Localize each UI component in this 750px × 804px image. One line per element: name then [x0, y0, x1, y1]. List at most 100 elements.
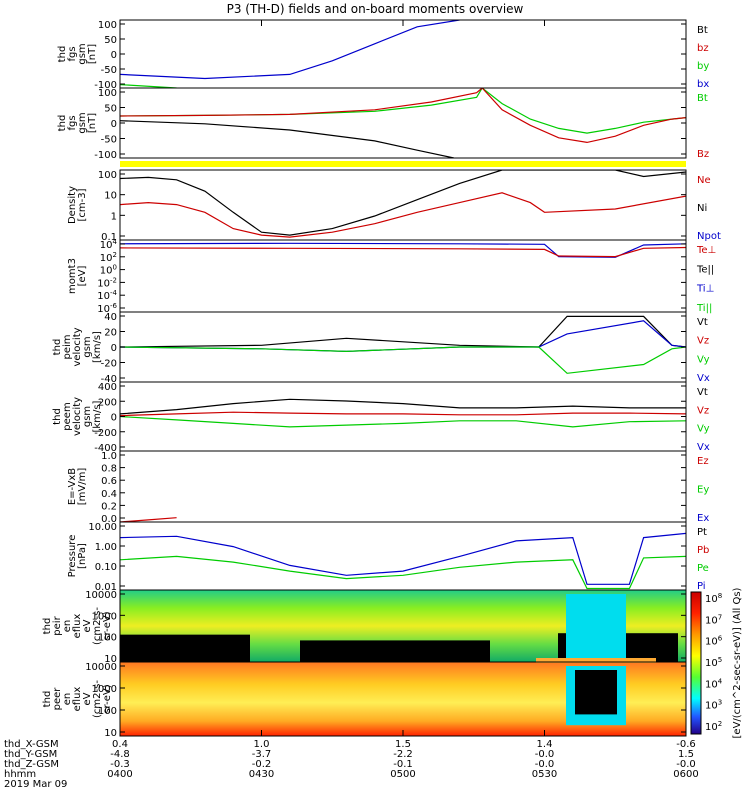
y-axis-label: (cm2-s- — [92, 680, 103, 718]
series-bz — [120, 88, 686, 144]
y-axis-label: peer — [52, 687, 63, 711]
legend-label: Ez — [697, 456, 709, 467]
y-axis-label: sr-eV) — [102, 611, 113, 640]
y-axis-label: thd — [42, 618, 53, 635]
legend-label: Bt — [697, 93, 708, 104]
legend-label: Vy — [697, 354, 710, 365]
panel-peir-en-eflux: thd peir en eflux eV (cm2-s-sr-eV) — [42, 589, 687, 663]
series-vt — [120, 398, 686, 415]
series-bx — [120, 20, 460, 80]
x-tick-label: -4.8 — [110, 749, 130, 760]
x-tick-label: -3.7 — [252, 749, 272, 760]
cyan-band — [566, 594, 626, 659]
series-ez — [120, 517, 177, 522]
x-tick-label: -0.6 — [676, 739, 696, 750]
legend-label: Vy — [697, 424, 710, 435]
x-tick-label: -2.2 — [393, 749, 413, 760]
panel-frame — [119, 381, 687, 452]
y-axis-label: [nPa] — [77, 543, 88, 569]
no-data-region — [120, 634, 250, 662]
x-tick-label: 1.5 — [395, 739, 411, 750]
legend-label: Vz — [697, 336, 709, 347]
x-row-label: thd_X-GSM — [4, 739, 59, 750]
colorbar-tick-label: 106 — [705, 635, 723, 648]
legend-label: Te⊥ — [696, 245, 716, 256]
panel-frame — [119, 19, 687, 89]
y-axis-label: [cm-3] — [77, 188, 88, 221]
y-axis-label: (cm2-s- — [92, 607, 103, 645]
panel-peim-velocity: thd peim velocity gsm [km/s] Vt Vz Vy Vx — [52, 311, 710, 384]
y-axis-label: [km/s] — [92, 400, 103, 432]
series-vy — [120, 346, 686, 374]
legend-label: Pt — [697, 527, 707, 538]
panel-moms-temp: momt3 [eV] Te⊥ Te|| Ti⊥ Ti|| — [67, 239, 716, 314]
panel-efield: E=-VxB [mV/m] Ez Ey Ex — [67, 450, 709, 524]
y-tick-label: 10-4 — [97, 289, 117, 302]
legend-label: Vt — [697, 387, 708, 398]
y-tick-label: -50 — [101, 65, 117, 76]
y-tick-label: 1.0 — [101, 451, 117, 462]
y-tick-label: 10000 — [85, 662, 117, 673]
panel-frame — [119, 450, 687, 523]
overlay-band — [536, 658, 656, 663]
y-axis-label: peir — [52, 615, 63, 635]
x-tick-label: -0.0 — [535, 749, 555, 760]
y-tick-label: 0.1 — [101, 232, 117, 243]
y-tick-label: 0.10 — [95, 562, 117, 573]
x-tick-label: -0.3 — [110, 759, 130, 770]
legend-label: Pb — [697, 545, 709, 556]
series-by — [120, 84, 177, 88]
y-tick-label: 1000 — [92, 611, 117, 622]
x-tick-label: 0430 — [249, 769, 274, 780]
y-axis-label: [km/s] — [92, 331, 103, 363]
panel-peer-en-eflux: thd peer en eflux eV (cm2-s-sr-eV) — [42, 658, 687, 737]
y-tick-label: 100 — [98, 88, 117, 99]
x-row-label: hhmm — [4, 769, 36, 780]
x-tick-label: 1.5 — [678, 749, 694, 760]
y-tick-label: 100 — [100, 264, 117, 277]
y-axis-label: thd — [57, 115, 68, 132]
legend-label: Ex — [697, 513, 709, 524]
legend-label: by — [697, 61, 709, 72]
legend-label: Vz — [697, 405, 709, 416]
y-tick-label: 100 — [98, 706, 117, 717]
panel-fgs-gsm: thd fgs gsm [nT] Bt bz by bx — [57, 19, 709, 90]
status-bar — [120, 161, 686, 167]
legend-label: bx — [697, 79, 709, 90]
y-tick-label: -100 — [94, 80, 117, 91]
x-tick-label: 0530 — [532, 769, 557, 780]
y-axis-label: [mV/m] — [77, 468, 88, 506]
legend-label: Bz — [697, 149, 709, 160]
legend-label: Bt — [697, 25, 708, 36]
x-row-label: 2019 Mar 09 — [4, 779, 67, 790]
y-axis-label: momt3 — [67, 258, 78, 294]
colorbar-label: [eV/(cm^2-sec-sr-eV)] (All Qs) — [732, 587, 743, 738]
legend-label: Ey — [697, 485, 709, 496]
y-tick-label: 0.01 — [95, 582, 117, 593]
legend-label: Ni — [697, 203, 707, 214]
x-row-label: thd_Y-GSM — [4, 749, 57, 760]
y-tick-label: 10 — [104, 654, 117, 665]
legend-label: Pe — [697, 563, 709, 574]
y-axis-label: gsm — [82, 336, 93, 357]
legend-label: Te|| — [696, 264, 714, 275]
y-tick-label: 20 — [104, 328, 117, 339]
y-tick-label: -20 — [101, 359, 117, 370]
y-axis-label: fgs — [67, 115, 78, 130]
y-axis-label: thd — [42, 691, 53, 708]
y-tick-label: 40 — [104, 312, 117, 323]
y-tick-label: 102 — [100, 251, 117, 264]
y-tick-label: 104 — [100, 238, 118, 251]
y-tick-label: -50 — [101, 135, 117, 146]
x-tick-label: 0.4 — [112, 739, 128, 750]
series-bt — [120, 88, 686, 134]
colorbar-tick-label: 104 — [705, 677, 723, 690]
y-tick-label: 1 — [111, 211, 117, 222]
panel-fgs-gsm-bt: thd fgs gsm [nT] Bt Bz — [57, 87, 709, 160]
x-tick-label: 0400 — [107, 769, 132, 780]
x-tick-label: -0.0 — [535, 759, 555, 770]
panel-frame — [119, 239, 687, 313]
y-axis-label: eflux — [72, 614, 83, 639]
y-tick-label: 200 — [98, 397, 117, 408]
